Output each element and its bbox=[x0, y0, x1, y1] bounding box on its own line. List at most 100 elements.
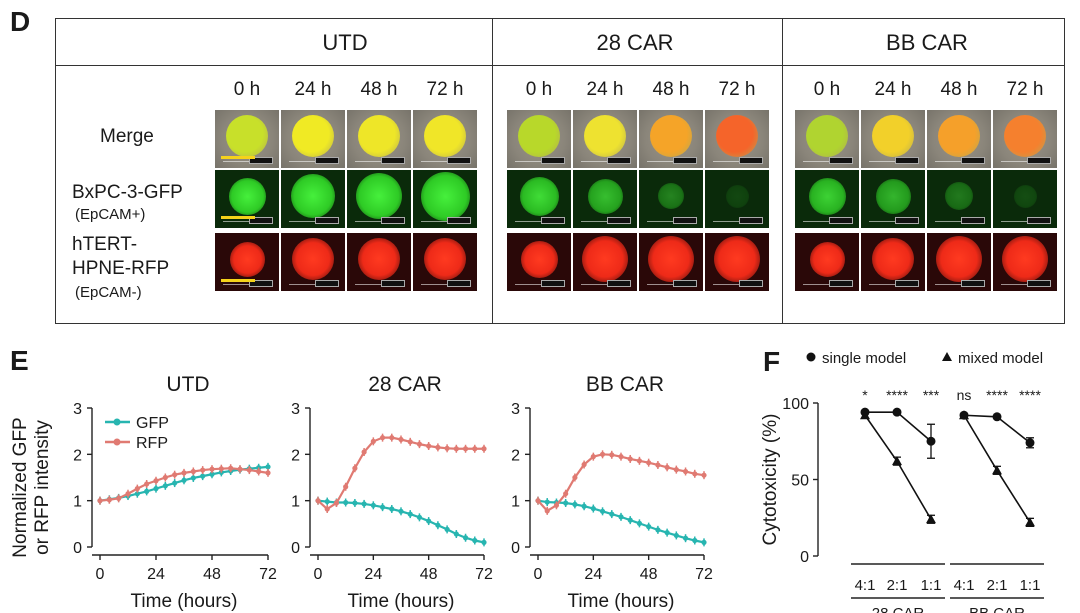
group-title-bbcar: BB CAR bbox=[886, 30, 968, 55]
scale-bar bbox=[221, 279, 255, 282]
row-label-rfp: hTERT- HPNE-RFP (EpCAM-) bbox=[72, 233, 169, 305]
data-point-gfp bbox=[664, 530, 670, 536]
timestamp-box bbox=[249, 217, 273, 224]
legend-marker-rfp bbox=[113, 438, 121, 446]
data-point-rfp bbox=[407, 439, 413, 445]
data-point-mixed bbox=[992, 465, 1002, 475]
data-point-rfp bbox=[701, 472, 707, 478]
data-point-rfp bbox=[435, 444, 441, 450]
spheroid bbox=[872, 238, 914, 280]
timestamp-box bbox=[673, 280, 697, 287]
significance-label: *** bbox=[923, 387, 940, 403]
timestamp-bar bbox=[223, 221, 271, 222]
x-axis-label: Time (hours) bbox=[131, 591, 238, 612]
data-point-mixed bbox=[959, 410, 969, 420]
spheroid bbox=[945, 182, 973, 210]
x-tick-label: 48 bbox=[203, 566, 221, 583]
timestamp-box bbox=[961, 157, 985, 164]
gfp-image bbox=[795, 170, 859, 228]
data-point-rfp bbox=[228, 465, 234, 471]
data-point-rfp bbox=[153, 478, 159, 484]
data-point-gfp bbox=[172, 480, 178, 486]
data-point-gfp bbox=[379, 504, 386, 510]
data-point-gfp bbox=[444, 526, 450, 532]
data-point-rfp bbox=[246, 467, 252, 473]
spheroid bbox=[230, 242, 265, 277]
data-point-gfp bbox=[370, 502, 376, 508]
data-point-gfp bbox=[682, 535, 689, 541]
data-point-gfp bbox=[701, 539, 707, 545]
timepoint-label: 24 h bbox=[586, 79, 624, 100]
row-label-merge: Merge bbox=[100, 126, 154, 147]
legend-label-rfp: RFP bbox=[136, 435, 168, 452]
timepoint-label: 0 h bbox=[233, 79, 261, 100]
merge-image bbox=[795, 110, 859, 168]
legend-marker-mixed bbox=[942, 352, 952, 361]
timestamp-box bbox=[381, 217, 405, 224]
data-point-gfp bbox=[609, 511, 615, 517]
data-point-rfp bbox=[664, 464, 670, 470]
data-point-rfp bbox=[646, 460, 652, 466]
gfp-image bbox=[705, 170, 769, 228]
spheroid bbox=[292, 238, 334, 280]
gfp-image bbox=[927, 170, 991, 228]
data-point-gfp bbox=[453, 531, 459, 537]
scale-bar bbox=[221, 216, 255, 219]
y-tick-label: 3 bbox=[511, 401, 520, 418]
timestamp-bar bbox=[713, 284, 761, 285]
data-point-single bbox=[992, 412, 1002, 422]
spheroid bbox=[809, 178, 846, 215]
data-point-rfp bbox=[572, 474, 578, 481]
data-point-gfp bbox=[162, 483, 168, 489]
row-label-rfp-title1: hTERT- bbox=[72, 234, 138, 255]
timestamp-box bbox=[249, 280, 273, 287]
timepoint-label: 0 h bbox=[813, 79, 841, 100]
cytotoxicity-chart: single model mixed model 0 50 100Cytotoxicit… bbox=[760, 350, 1044, 613]
data-point-rfp bbox=[106, 497, 112, 503]
timestamp-bar bbox=[803, 284, 851, 285]
data-point-mixed bbox=[860, 410, 870, 420]
row-label-rfp-sub: (EpCAM-) bbox=[75, 284, 142, 301]
timestamp-bar bbox=[515, 221, 563, 222]
merge-image bbox=[927, 110, 991, 168]
data-point-gfp bbox=[581, 503, 587, 509]
rfp-image bbox=[507, 233, 571, 291]
rfp-image bbox=[639, 233, 703, 291]
x-axis-label: Time (hours) bbox=[568, 591, 675, 612]
y-tick-label: 3 bbox=[291, 401, 300, 418]
timestamp-bar bbox=[869, 221, 917, 222]
legend-marker-single bbox=[806, 352, 816, 362]
timepoint-label: 72 h bbox=[1006, 79, 1044, 100]
data-point-gfp bbox=[398, 508, 404, 514]
timestamp-box bbox=[447, 280, 471, 287]
spheroid bbox=[358, 238, 400, 280]
timestamp-box bbox=[829, 217, 853, 224]
gfp-image bbox=[347, 170, 411, 228]
merge-image bbox=[705, 110, 769, 168]
data-point-rfp bbox=[444, 445, 450, 451]
merge-image bbox=[507, 110, 571, 168]
data-point-rfp bbox=[265, 470, 271, 476]
gfp-image bbox=[507, 170, 571, 228]
data-point-gfp bbox=[590, 505, 596, 512]
timestamp-bar bbox=[713, 161, 761, 162]
y-tick-label: 2 bbox=[73, 447, 82, 464]
timestamp-bar bbox=[515, 284, 563, 285]
group-title-utd: UTD bbox=[322, 30, 368, 55]
spheroid bbox=[424, 115, 466, 157]
data-point-rfp bbox=[553, 502, 560, 508]
gfp-image bbox=[281, 170, 345, 228]
timestamp-bar bbox=[647, 161, 695, 162]
spheroid bbox=[356, 173, 402, 219]
timestamp-box bbox=[1027, 157, 1051, 164]
panel-label-f: F bbox=[763, 346, 781, 377]
data-point-rfp bbox=[655, 462, 661, 468]
x-tick-label: 48 bbox=[640, 566, 658, 583]
timestamp-bar bbox=[581, 161, 629, 162]
rfp-image bbox=[927, 233, 991, 291]
x-tick-label: 0 bbox=[314, 566, 323, 583]
group-label: 28 CAR bbox=[872, 605, 925, 613]
spheroid bbox=[521, 241, 558, 278]
y-tick-label: 0 bbox=[800, 549, 809, 566]
x-tick-label: 1:1 bbox=[1020, 577, 1041, 594]
